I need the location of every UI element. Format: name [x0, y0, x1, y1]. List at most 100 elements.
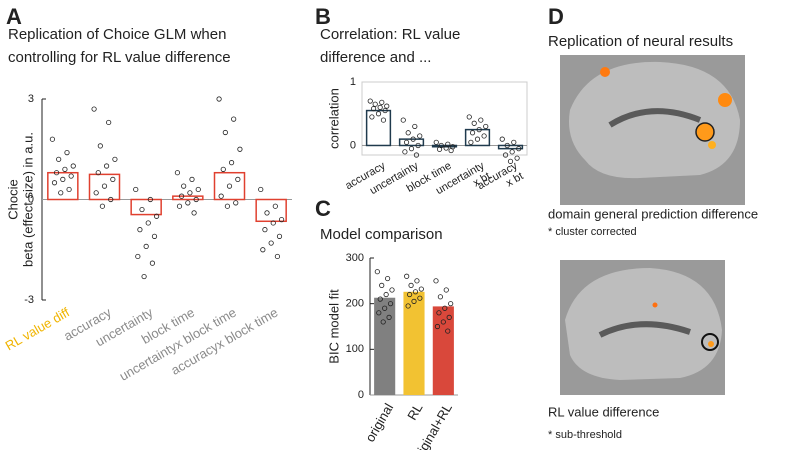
data-point [70, 163, 76, 169]
data-point [264, 210, 270, 216]
data-point [411, 298, 417, 304]
y-axis-label: BIC model fit [326, 289, 341, 364]
data-point [106, 119, 112, 126]
panel-letter: D [548, 4, 564, 29]
activation [708, 141, 716, 149]
data-point [220, 166, 226, 172]
data-point [446, 314, 452, 320]
data-point [99, 203, 106, 209]
image-note: * cluster corrected [548, 226, 637, 238]
y-tick-label: 100 [346, 343, 364, 355]
data-point [139, 206, 145, 213]
y-tick-label: -3 [24, 294, 34, 306]
data-point [405, 130, 411, 136]
data-point [448, 147, 454, 154]
data-point [377, 104, 383, 110]
image-caption: RL value difference [548, 404, 659, 419]
data-point [181, 183, 187, 189]
data-point [110, 176, 116, 182]
panel-letter: A [6, 4, 22, 29]
y-tick-label: 3 [28, 93, 34, 105]
data-point [414, 278, 420, 284]
data-point [233, 200, 239, 206]
bar [255, 198, 287, 223]
activation [708, 341, 714, 347]
data-point [436, 310, 442, 316]
data-point [151, 233, 158, 239]
data-point [436, 146, 443, 152]
panel-title: Replication of neural results [548, 33, 733, 50]
data-point [60, 176, 66, 182]
data-point [507, 158, 514, 164]
data-point [383, 291, 389, 298]
data-point [509, 149, 515, 155]
data-point [384, 275, 391, 282]
data-point [228, 160, 235, 166]
brain-structure [608, 108, 702, 128]
data-point [64, 150, 70, 156]
data-point [387, 301, 394, 307]
x-tick-label: RL [404, 401, 425, 423]
bar [172, 195, 204, 201]
data-point [389, 287, 395, 293]
panel-letter: B [315, 4, 331, 29]
chart-title: Model comparison [320, 226, 443, 243]
y-axis-label: beta (effect size) in a.u. [20, 132, 35, 267]
data-point [418, 286, 424, 292]
data-point [511, 139, 517, 145]
y-axis-label: Chocie [5, 179, 20, 219]
data-point [466, 114, 472, 120]
x-tick-label: original [362, 401, 396, 445]
data-point [468, 139, 474, 145]
data-point [376, 310, 382, 316]
data-point [377, 296, 383, 302]
data-point [187, 190, 193, 196]
data-point [400, 117, 406, 123]
data-point [62, 166, 68, 172]
bar [464, 128, 491, 147]
data-point [51, 180, 58, 186]
data-point [268, 240, 274, 246]
data-point [380, 117, 387, 123]
data-point [276, 233, 283, 239]
bar [398, 138, 425, 147]
data-point [384, 103, 390, 109]
data-point [137, 227, 143, 233]
bar [88, 173, 121, 201]
data-point [499, 136, 505, 142]
data-point [226, 183, 233, 189]
data-point [178, 193, 185, 199]
data-point [434, 323, 441, 330]
y-tick-label: 200 [346, 298, 364, 310]
bar [374, 297, 396, 395]
data-point [410, 136, 416, 142]
x-tick-label: RL value diff [3, 304, 73, 353]
data-point [417, 295, 423, 301]
data-point [413, 152, 420, 158]
data-point [514, 155, 520, 161]
data-point [91, 106, 97, 112]
data-point [218, 193, 224, 199]
data-point [516, 146, 522, 152]
panel-letter: C [315, 196, 331, 221]
data-point [402, 149, 408, 155]
data-point [415, 142, 421, 149]
data-point [481, 133, 487, 139]
y-axis-label: correlation [326, 88, 341, 149]
data-point [147, 196, 153, 203]
activation [652, 302, 658, 308]
data-point [231, 116, 237, 122]
data-point [135, 253, 141, 260]
activation [718, 93, 732, 107]
chart-title: difference and ... [320, 49, 431, 66]
bar [47, 171, 79, 201]
data-point [433, 139, 439, 145]
data-point [66, 186, 72, 193]
image-caption: domain general prediction difference [548, 206, 758, 221]
data-point [367, 98, 373, 104]
data-point [412, 123, 418, 130]
data-point [412, 289, 419, 295]
y-tick-label: 0 [350, 139, 356, 151]
chart-title: Correlation: RL value [320, 26, 460, 43]
